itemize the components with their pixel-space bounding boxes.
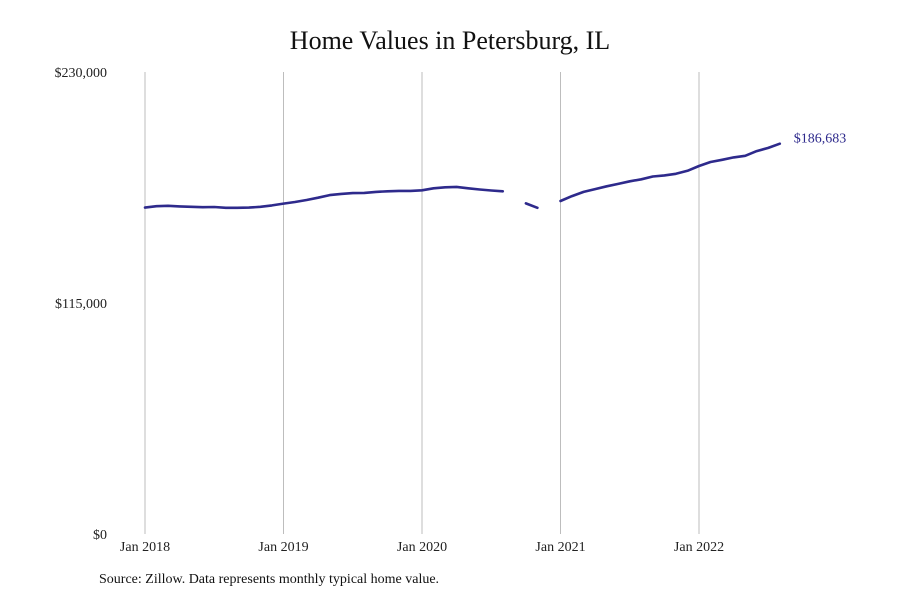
x-tick-label: Jan 2020: [397, 540, 447, 555]
x-tick-label: Jan 2019: [258, 540, 308, 555]
y-tick-label: $115,000: [55, 297, 107, 312]
last-value-label: $186,683: [794, 132, 847, 147]
gridlines: [144, 72, 700, 534]
y-tick-label: $0: [93, 528, 107, 543]
source-note: Source: Zillow. Data represents monthly …: [99, 572, 440, 587]
data-labels: $186,683: [794, 132, 847, 147]
series-line-segment: [559, 142, 782, 203]
x-axis-ticks: Jan 2018 Jan 2019 Jan 2020 Jan 2021 Jan 2022: [120, 540, 724, 555]
series-line-segment: [143, 185, 505, 210]
x-tick-label: Jan 2018: [120, 540, 170, 555]
x-tick-label: Jan 2021: [535, 540, 585, 555]
y-tick-label: $230,000: [55, 66, 108, 81]
x-tick-label: Jan 2022: [674, 540, 724, 555]
series-lines: [143, 142, 782, 210]
series-line-segment: [524, 202, 539, 210]
y-axis-ticks: $0 $115,000 $230,000: [55, 66, 108, 543]
chart-title: Home Values in Petersburg, IL: [289, 26, 611, 55]
